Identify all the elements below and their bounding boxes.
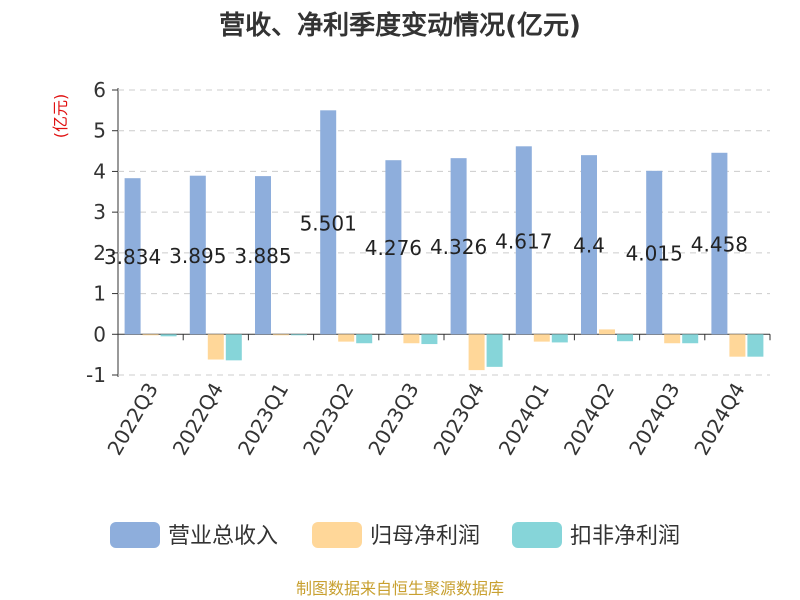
legend: 营业总收入 归母净利润 扣非净利润 <box>110 522 680 549</box>
bar-series1-2024Q3 <box>646 170 663 335</box>
bar-series2-2022Q4 <box>207 334 224 360</box>
x-tick-label: 2023Q4 <box>428 378 488 459</box>
bar-series3-2024Q1 <box>551 334 568 343</box>
bar-series3-2024Q3 <box>682 334 699 344</box>
bar-series2-2023Q1 <box>273 334 289 336</box>
source-note: 制图数据来自恒生聚源数据库 <box>296 579 504 598</box>
bar-series2-2023Q2 <box>338 334 355 342</box>
data-label-2024Q1: 4.617 <box>495 229 552 253</box>
x-tick-label: 2024Q2 <box>559 379 619 460</box>
x-tick-label: 2024Q1 <box>494 379 554 460</box>
bars <box>124 110 764 371</box>
data-labels: 3.834 3.895 3.885 5.501 4.276 4.326 4.617 4.4 4.… <box>104 211 748 269</box>
bar-series3-2022Q3 <box>160 334 177 337</box>
data-label-2023Q2: 5.501 <box>300 211 357 235</box>
legend-swatch-3 <box>512 522 562 548</box>
legend-label-3: 扣非净利润 <box>570 524 680 549</box>
y-tick-label: 2 <box>93 241 106 265</box>
bar-series3-2023Q3 <box>421 334 438 345</box>
bar-series1-2024Q2 <box>581 155 597 335</box>
y-tick-label: 4 <box>93 159 106 183</box>
bar-series3-2023Q2 <box>356 334 373 344</box>
y-axis-label: (亿元) <box>51 94 70 139</box>
y-tick-label: 5 <box>93 119 106 143</box>
bar-series1-2023Q2 <box>320 110 337 335</box>
y-tick-label: 3 <box>93 200 106 224</box>
data-label-2023Q3: 4.276 <box>365 236 422 260</box>
grid <box>112 88 770 377</box>
bar-series1-2024Q4 <box>711 152 728 335</box>
x-tick-label: 2024Q3 <box>624 379 684 460</box>
y-tick-label: -1 <box>86 363 106 387</box>
bar-series2-2023Q3 <box>403 334 420 344</box>
y-tick-label: 0 <box>93 322 106 346</box>
data-label-2024Q3: 4.015 <box>626 242 683 266</box>
x-tick-label: 2024Q4 <box>689 379 749 460</box>
x-tick-label: 2022Q4 <box>168 379 228 460</box>
bar-series3-2023Q4 <box>486 334 503 367</box>
bar-series1-2023Q3 <box>385 160 402 335</box>
y-tick-label: 6 <box>93 78 106 102</box>
x-tick-label: 2023Q2 <box>298 379 358 460</box>
bar-series1-2024Q1 <box>515 146 532 335</box>
legend-label-2: 归母净利润 <box>370 524 480 549</box>
data-label-2023Q4: 4.326 <box>430 235 487 259</box>
y-axis-ticks: 6 5 4 3 2 1 0 -1 <box>86 78 106 387</box>
data-label-2024Q2: 4.4 <box>573 234 605 258</box>
bar-series2-2023Q4 <box>468 334 485 371</box>
y-tick-label: 1 <box>93 282 106 306</box>
bar-series3-2022Q4 <box>225 334 242 361</box>
legend-swatch-2 <box>312 522 362 548</box>
bar-series1-2022Q3 <box>124 178 141 335</box>
bar-series2-2022Q3 <box>142 334 159 336</box>
legend-swatch-1 <box>110 522 160 548</box>
x-tick-label: 2023Q1 <box>233 379 293 460</box>
bar-series2-2024Q1 <box>533 334 550 342</box>
bar-series1-2023Q4 <box>450 158 467 335</box>
legend-label-1: 营业总收入 <box>168 524 278 549</box>
data-label-2023Q1: 3.885 <box>234 244 291 268</box>
data-label-2022Q4: 3.895 <box>169 244 226 268</box>
bar-series3-2023Q1 <box>291 334 307 336</box>
bar-series1-2023Q1 <box>255 176 271 335</box>
data-label-2022Q3: 3.834 <box>104 245 161 269</box>
bar-series1-2022Q4 <box>189 175 206 335</box>
x-tick-label: 2022Q3 <box>102 379 162 460</box>
bar-series2-2024Q4 <box>729 334 746 357</box>
data-label-2024Q4: 4.458 <box>691 233 748 257</box>
bar-series3-2024Q4 <box>747 334 764 357</box>
bar-series2-2024Q3 <box>664 334 681 344</box>
x-tick-label: 2023Q3 <box>363 379 423 460</box>
bar-series3-2024Q2 <box>617 334 633 342</box>
x-axis-ticks: 2022Q3 2022Q4 2023Q1 2023Q2 2023Q3 2023Q4 2024… <box>102 334 771 460</box>
bar-series2-2024Q2 <box>599 329 615 335</box>
chart-title: 营收、净利季度变动情况(亿元) <box>219 10 581 41</box>
